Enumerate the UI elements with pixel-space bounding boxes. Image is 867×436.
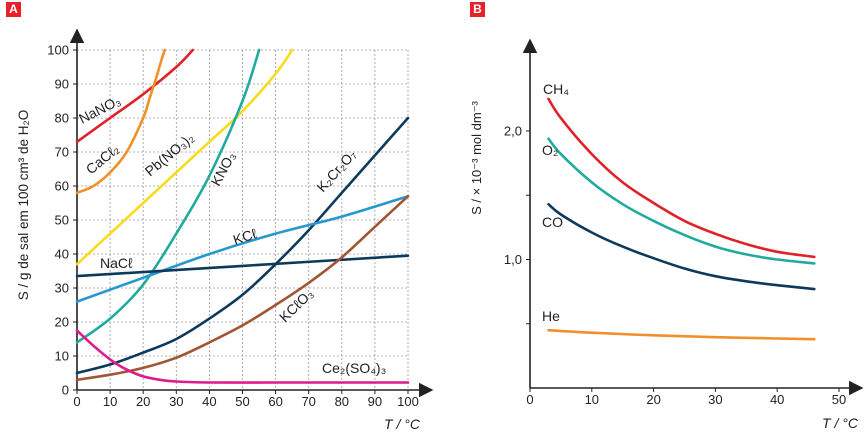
series-line-ch (547, 97, 816, 259)
series-line-kco (75, 194, 410, 382)
x-tick-label: 10 (103, 394, 117, 409)
x-tick-label: 80 (335, 394, 349, 409)
series-line-he (547, 328, 816, 341)
series-line-kno (75, 48, 261, 344)
series-line-nano (75, 48, 195, 144)
x-tick-label: 30 (708, 392, 722, 407)
series-line-kcro (75, 116, 410, 375)
x-tick-label: 90 (368, 394, 382, 409)
panel-a: 0 10 20 30 40 50 60 70 80 90 100 0 10 20 30 40 50 60 70 80 9… (16, 28, 434, 432)
series-line-pbno (75, 48, 294, 266)
x-tick-label: 0 (526, 392, 533, 407)
x-axis-label: T / °C (384, 416, 421, 432)
x-tick-label: 50 (235, 394, 249, 409)
y-tick-label: 10 (55, 349, 69, 364)
series-label-ceso: Ce₂(SO₄)₃ (322, 360, 386, 376)
y-tick-label: 60 (55, 179, 69, 194)
series-label-pbno: Pb(NO₃)₂ (142, 129, 197, 179)
panel-b: 0 10 20 30 40 50 1,0 2,0 T / °C S / × 10⁻³ mol dm… (469, 38, 864, 431)
series-label-cac: CaCℓ₂ (83, 141, 122, 178)
series-line-cac (75, 48, 166, 195)
series-line-co (547, 202, 816, 291)
x-tick-label: 70 (301, 394, 315, 409)
y-tick-label: 40 (55, 247, 69, 262)
y-tick-label: 70 (55, 145, 69, 160)
x-tick-label: 40 (770, 392, 784, 407)
y-tick-label: 0 (62, 383, 69, 398)
y-tick-label: 50 (55, 213, 69, 228)
x-tick-label: 40 (202, 394, 216, 409)
series-label-nano: NaNO₃ (76, 92, 123, 127)
series-line-o (547, 137, 816, 265)
x-axis-label: T / °C (822, 415, 859, 431)
x-tick-label: 20 (646, 392, 660, 407)
series-label-ch: CH₄ (543, 81, 569, 97)
series-label-nac: NaCℓ (100, 255, 133, 271)
y-tick-label: 30 (55, 281, 69, 296)
y-tick-label: 80 (55, 111, 69, 126)
y-tick-label: 90 (55, 77, 69, 92)
x-tick-label: 30 (169, 394, 183, 409)
x-tick-label: 10 (585, 392, 599, 407)
y-tick-label: 100 (47, 43, 69, 58)
series-label-he: He (542, 308, 560, 324)
panel-a-badge: A (6, 2, 21, 17)
x-tick-label: 50 (832, 392, 846, 407)
panel-b-badge: B (470, 2, 485, 17)
x-tick-label: 0 (73, 394, 80, 409)
y-tick-label: 1,0 (504, 252, 522, 267)
series-label-o: O₂ (542, 142, 558, 158)
x-tick-label: 60 (268, 394, 282, 409)
y-axis-label: S / g de sal em 100 cm³ de H₂O (16, 110, 31, 301)
series-label-kcro: K₂Cr₂O₇ (313, 146, 359, 195)
x-tick-label: 20 (136, 394, 150, 409)
y-tick-label: 2,0 (504, 124, 522, 139)
y-tick-label: 20 (55, 315, 69, 330)
series-line-ceso (75, 329, 410, 384)
y-axis-label: S / × 10⁻³ mol dm⁻³ (469, 100, 484, 214)
series-line-nac (75, 254, 410, 278)
series-label-kc: KCℓ (231, 225, 259, 248)
x-tick-label: 100 (397, 394, 419, 409)
series-line-kc (75, 194, 410, 303)
series-label-co: CO (542, 214, 563, 230)
